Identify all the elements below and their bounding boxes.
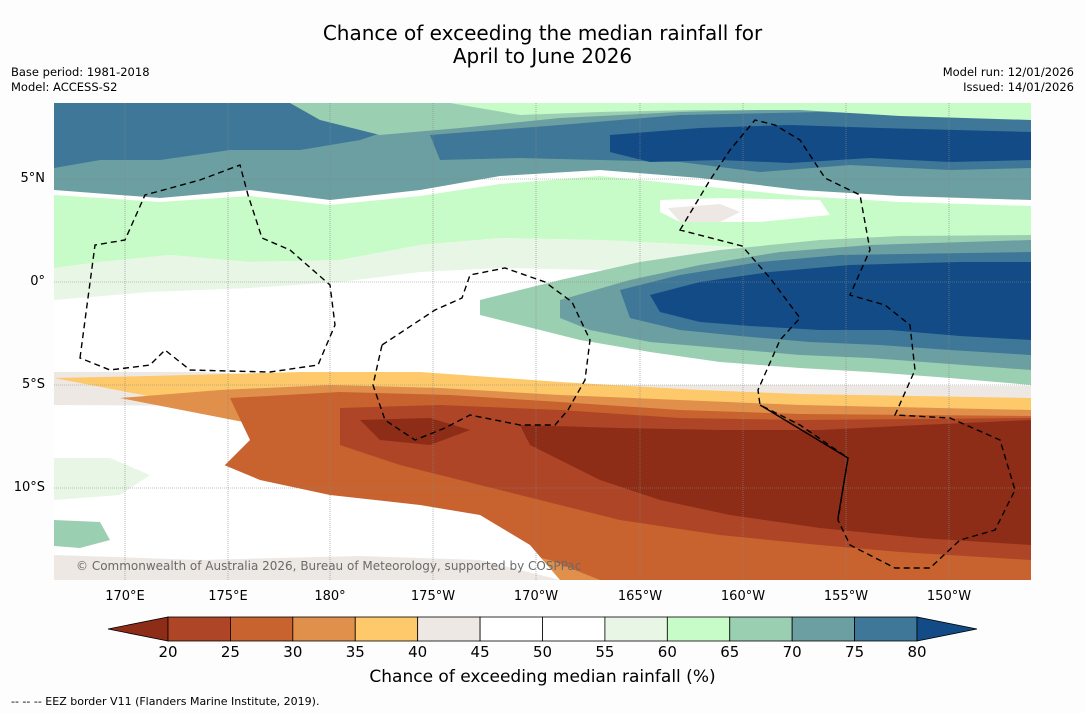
lon-label-160w: 160°W xyxy=(720,589,766,604)
region-sw-60 xyxy=(54,458,150,500)
lon-label-170e: 170°E xyxy=(105,589,145,604)
lon-label-165w: 165°W xyxy=(617,589,663,604)
region-sw-white xyxy=(54,445,560,580)
colorbar-tick-label: 35 xyxy=(345,643,365,661)
title-line-2: April to June 2026 xyxy=(452,44,633,68)
colorbar-tick-label: 20 xyxy=(158,643,178,661)
model-name: Model: ACCESS-S2 xyxy=(11,80,118,94)
colorbar-tick-label: 65 xyxy=(720,643,740,661)
chart-title: Chance of exceeding the median rainfall … xyxy=(0,22,1085,68)
lat-label-5n: 5°N xyxy=(20,171,46,186)
lon-label-175e: 175°E xyxy=(208,589,248,604)
copyright-credit: © Commonwealth of Australia 2026, Bureau… xyxy=(76,559,582,573)
colorbar-label: Chance of exceeding median rainfall (%) xyxy=(369,667,716,687)
colorbar-tick-label: 75 xyxy=(845,643,865,661)
lon-label-170w: 170°W xyxy=(513,589,559,604)
colorbar-segment xyxy=(729,616,793,642)
eez-kiribati-line xyxy=(678,119,1016,569)
colorbar-tick-label: 55 xyxy=(595,643,615,661)
colorbar-tick-label: 30 xyxy=(283,643,303,661)
region-eq-80 xyxy=(650,262,1031,340)
colorbar-tick-label: 70 xyxy=(782,643,802,661)
colorbar-segment xyxy=(354,616,419,642)
colorbar-extend-high xyxy=(916,616,978,642)
region-north-60 xyxy=(450,103,1031,120)
colorbar-extend-low xyxy=(107,616,169,642)
region-south-20 xyxy=(520,420,1031,545)
colorbar-tick-label: 80 xyxy=(907,643,927,661)
lat-label-10s: 10°S xyxy=(13,480,45,495)
colorbar-tick-label: 60 xyxy=(657,643,677,661)
colorbar-segment xyxy=(230,616,294,642)
colorbar-tick-label: 25 xyxy=(220,643,240,661)
base-period: Base period: 1981-2018 xyxy=(11,65,150,79)
colorbar-segment xyxy=(666,616,731,642)
colorbar-segment xyxy=(167,616,231,642)
lon-label-150w: 150°W xyxy=(926,589,972,604)
eez-kiribati-gilberts xyxy=(79,164,336,373)
eez-solid-segment xyxy=(759,404,849,519)
colorbar-segment xyxy=(791,616,855,642)
eez-borders xyxy=(79,119,1016,569)
model-run: Model run: 12/01/2026 xyxy=(942,65,1074,79)
colorbar-segment xyxy=(292,616,356,642)
region-central-45 xyxy=(668,204,740,222)
graticule xyxy=(54,103,1031,580)
region-north-80 xyxy=(610,125,1031,163)
colorbar xyxy=(107,616,978,642)
meta-left: Base period: 1981-2018 Model: ACCESS-S2 xyxy=(11,65,150,95)
colorbar-segment xyxy=(604,616,668,642)
region-south-20b xyxy=(360,418,470,445)
eez-border-solid xyxy=(759,404,849,519)
eez-kiribati-phoenix xyxy=(372,267,591,441)
rainfall-field xyxy=(54,103,1031,580)
colorbar-tick-label: 45 xyxy=(470,643,490,661)
title-line-1: Chance of exceeding the median rainfall … xyxy=(322,21,763,45)
issued-date: Issued: 14/01/2026 xyxy=(963,80,1074,94)
meta-right: Model run: 12/01/2026 Issued: 14/01/2026 xyxy=(943,65,1074,95)
region-sw-45 xyxy=(54,555,560,580)
eez-legend-footer: -- -- -- EEZ border V11 (Flanders Marine… xyxy=(11,695,320,708)
colorbar-segment xyxy=(417,616,481,642)
colorbar-segment xyxy=(479,616,543,642)
colorbar-tick-label: 50 xyxy=(532,643,553,661)
region-sw-65 xyxy=(54,520,110,548)
colorbar-tick-label: 40 xyxy=(408,643,428,661)
colorbar-segment xyxy=(854,616,918,642)
lat-label-0: 0° xyxy=(30,274,45,289)
lon-label-155w: 155°W xyxy=(823,589,869,604)
colorbar-segment xyxy=(542,616,606,642)
lat-label-5s: 5°S xyxy=(21,377,45,392)
lon-label-175w: 175°W xyxy=(410,589,456,604)
lon-label-180: 180° xyxy=(314,589,346,604)
